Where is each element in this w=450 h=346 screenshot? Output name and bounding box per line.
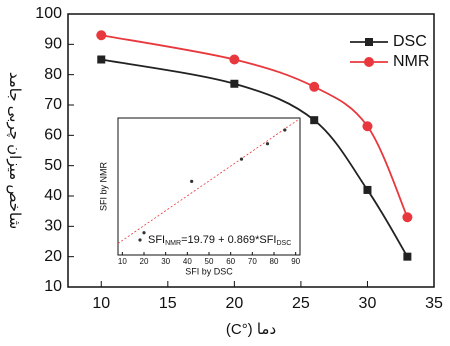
marker (229, 54, 240, 65)
y-tick-label: 70 (44, 96, 62, 113)
inset-x-tick-label: 20 (140, 257, 149, 266)
legend-marker (364, 57, 374, 67)
x-tick-label: 15 (159, 295, 177, 312)
x-tick-label: 20 (225, 295, 243, 312)
inset-x-tick-label: 90 (291, 257, 300, 266)
marker (97, 55, 106, 64)
inset-point (190, 179, 194, 183)
inset-x-tick-label: 10 (118, 257, 127, 266)
y-tick-label: 80 (44, 66, 62, 83)
inset-point (283, 128, 287, 132)
x-tick-label: 30 (359, 295, 377, 312)
inset-x-tick-label: 40 (183, 257, 192, 266)
y-tick-label: 60 (44, 127, 62, 144)
legend-marker (365, 38, 373, 46)
inset-x-tick-label: 80 (270, 257, 279, 266)
marker (362, 121, 373, 132)
inset-x-tick-label: 30 (161, 257, 170, 266)
marker (403, 252, 412, 261)
inset-point (142, 231, 146, 235)
equation-part: DSC (277, 240, 292, 247)
marker (310, 116, 319, 125)
marker (230, 79, 239, 88)
equation-marker (138, 238, 142, 242)
marker (309, 81, 320, 92)
inset-y-label: SFI by NMR (98, 162, 108, 212)
inset-x-label: SFI by DSC (185, 266, 233, 276)
x-axis-label: دما (°C) (226, 321, 276, 338)
y-tick-label: 50 (44, 157, 62, 174)
equation-part: NMR (165, 240, 181, 247)
inset-frame (117, 117, 301, 256)
equation-part: SFI (148, 234, 165, 246)
inset-x-tick-label: 60 (226, 257, 235, 266)
y-tick-label: 20 (44, 248, 62, 265)
y-tick-label: 30 (44, 218, 62, 235)
y-tick-label: 90 (44, 36, 62, 53)
y-tick-label: 100 (35, 5, 62, 22)
marker (363, 185, 372, 194)
equation: SFINMR=19.79 + 0.869*SFIDSC (148, 234, 291, 247)
inset-point (265, 142, 270, 146)
y-tick-label: 40 (44, 187, 62, 204)
inset-point (239, 157, 244, 161)
y-tick-label: 10 (44, 278, 62, 295)
marker (402, 212, 413, 223)
inset-x-tick-label: 70 (248, 257, 257, 266)
x-tick-label: 25 (292, 295, 310, 312)
marker (96, 30, 107, 41)
equation-part: =19.79 + 0.869*SFI (181, 234, 276, 246)
fit-line (117, 118, 301, 244)
inset-x-tick-label: 50 (205, 257, 214, 266)
plot-frame (67, 13, 435, 288)
x-tick-label: 35 (425, 295, 443, 312)
legend-label: DSC (393, 33, 427, 50)
y-axis-label: شاخص میزان چربی جامد (6, 72, 23, 229)
x-tick-label: 10 (92, 295, 110, 312)
legend-label: NMR (393, 53, 429, 70)
